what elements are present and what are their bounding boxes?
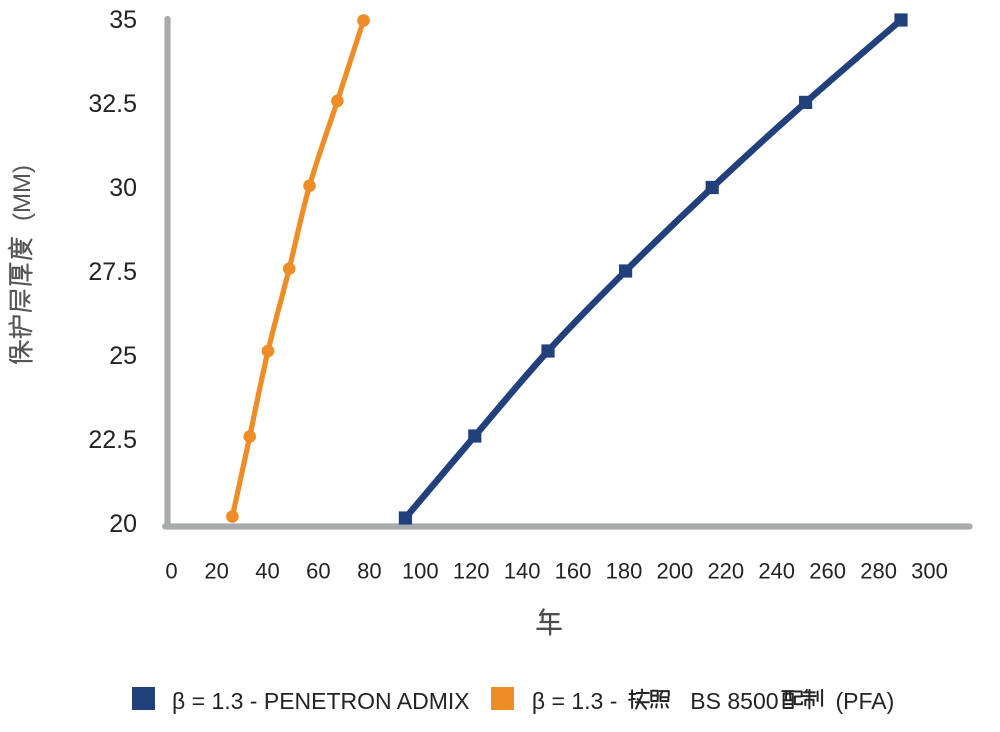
svg-text:β = 1.3 - PENETRON ADMIX: β = 1.3 - PENETRON ADMIX <box>172 688 470 714</box>
svg-text:220: 220 <box>707 558 744 583</box>
svg-text:27.5: 27.5 <box>88 258 137 286</box>
svg-text:260: 260 <box>809 558 846 583</box>
svg-text:32.5: 32.5 <box>88 90 137 118</box>
svg-text:60: 60 <box>306 558 330 583</box>
svg-text:20: 20 <box>204 558 228 583</box>
svg-text:0: 0 <box>165 558 177 583</box>
svg-text:100: 100 <box>402 558 439 583</box>
svg-text:35: 35 <box>109 6 137 34</box>
svg-text:(MM): (MM) <box>9 165 36 221</box>
svg-text:200: 200 <box>657 558 694 583</box>
svg-text:160: 160 <box>555 558 592 583</box>
svg-text:120: 120 <box>453 558 490 583</box>
svg-text:280: 280 <box>860 558 897 583</box>
svg-text:20: 20 <box>109 510 137 538</box>
svg-text:240: 240 <box>758 558 795 583</box>
svg-text:140: 140 <box>504 558 541 583</box>
svg-text:BS 8500: BS 8500 <box>690 688 778 714</box>
svg-text:40: 40 <box>255 558 279 583</box>
svg-text:300: 300 <box>911 558 948 583</box>
svg-text:80: 80 <box>357 558 381 583</box>
svg-text:β = 1.3 -: β = 1.3 - <box>532 688 617 714</box>
svg-text:22.5: 22.5 <box>88 426 137 454</box>
svg-text:(PFA): (PFA) <box>836 688 895 714</box>
svg-text:30: 30 <box>109 174 137 202</box>
svg-text:180: 180 <box>606 558 643 583</box>
svg-text:25: 25 <box>109 342 137 370</box>
